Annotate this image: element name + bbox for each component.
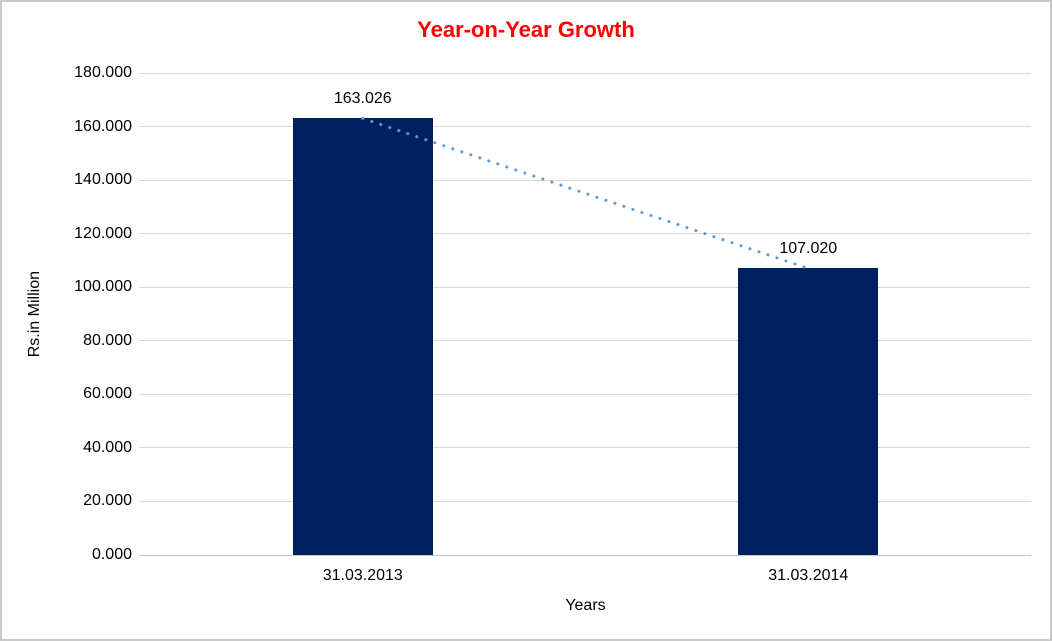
gridline: [139, 500, 1031, 502]
gridline: [139, 393, 1031, 395]
x-tick-label: 31.03.2013: [322, 567, 403, 584]
y-tick-label: 100.000: [74, 278, 132, 296]
y-tick-label: 140.000: [74, 171, 132, 189]
bar-value-label: 163.026: [333, 90, 392, 108]
y-tick-label: 20.000: [83, 492, 132, 510]
bar-31-03-2014: [738, 268, 879, 555]
gridline: [139, 447, 1031, 449]
bar-value-label: 107.020: [779, 240, 838, 258]
y-tick-label: 60.000: [83, 385, 132, 403]
x-tick-label: 31.03.2014: [768, 567, 849, 584]
gridline: [139, 286, 1031, 288]
y-tick-label: 40.000: [83, 438, 132, 456]
gridline: [139, 179, 1031, 181]
y-tick-label: 80.000: [83, 331, 132, 349]
gridline: [139, 126, 1031, 128]
x-axis-line: [139, 554, 1031, 556]
y-tick-label: 0.000: [91, 546, 132, 563]
y-tick-label: 120.000: [74, 224, 132, 242]
y-axis-title-wrap: Rs.in Million: [22, 73, 48, 555]
x-axis-title: Years: [565, 597, 606, 614]
y-tick-label: 180.000: [74, 64, 132, 81]
gridline: [139, 233, 1031, 235]
gridline: [139, 72, 1031, 74]
bar-31-03-2013: [292, 118, 433, 555]
gridline: [139, 340, 1031, 342]
y-tick-label: 160.000: [74, 117, 132, 135]
chart-title: Year-on-Year Growth: [417, 17, 635, 42]
